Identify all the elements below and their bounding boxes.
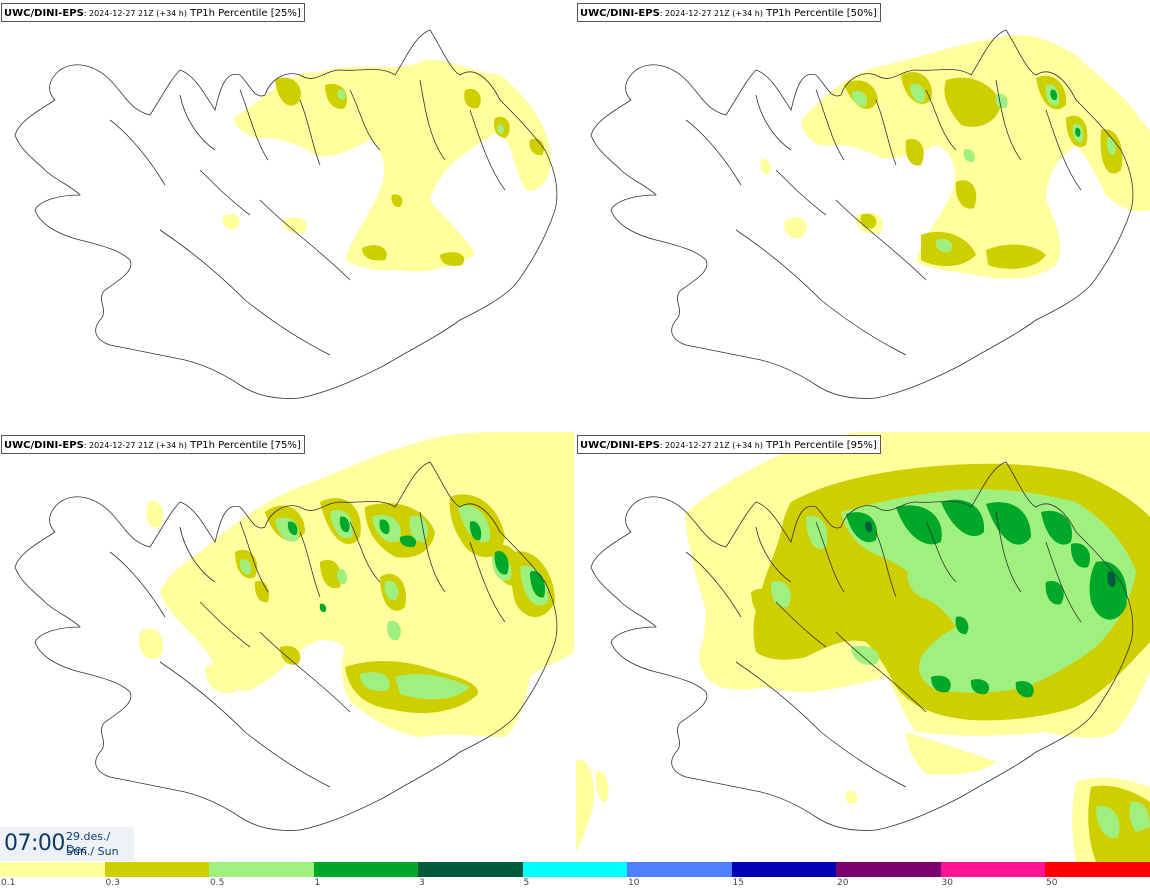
map-p50 [590, 29, 1150, 399]
colorbar-label: 10 [628, 878, 640, 888]
valid-time: 07:00 [4, 831, 65, 856]
map-panel-p50: UWC/DINI-EPS: 2024-12-27 21Z (+34 h) TP1… [576, 0, 1150, 430]
colorbar-label: 20 [837, 878, 849, 888]
panel-variable: TP1h Percentile [75%] [186, 440, 301, 451]
iceland-outline-p75 [14, 461, 558, 831]
panel-model: UWC/DINI-EPS [580, 8, 660, 19]
panel-title-p75: UWC/DINI-EPS: 2024-12-27 21Z (+34 h) TP1… [1, 435, 305, 454]
map-panel-p95: UWC/DINI-EPS: 2024-12-27 21Z (+34 h) TP1… [576, 432, 1150, 862]
panel-divider-horizontal [0, 430, 1150, 432]
colorbar-segment [0, 862, 105, 877]
panel-run: : 2024-12-27 21Z (+34 h) [83, 9, 187, 18]
precip-p75 [138, 432, 574, 737]
map-p95 [576, 432, 1150, 862]
colorbar-label: 30 [941, 878, 953, 888]
panel-model: UWC/DINI-EPS [580, 440, 660, 451]
precip-p95 [576, 432, 1150, 862]
colorbar-segment [104, 862, 210, 877]
panel-title-p50: UWC/DINI-EPS: 2024-12-27 21Z (+34 h) TP1… [577, 3, 881, 22]
colorbar-label: 0.5 [210, 878, 225, 888]
map-p25 [14, 29, 558, 399]
panel-variable: TP1h Percentile [50%] [762, 8, 877, 19]
colorbar-label: 0.3 [105, 878, 120, 888]
panel-run: : 2024-12-27 21Z (+34 h) [659, 441, 763, 450]
panel-run: : 2024-12-27 21Z (+34 h) [659, 9, 763, 18]
valid-weekday: Sun./ Sun [66, 845, 119, 858]
precip-p25 [222, 59, 551, 272]
panel-run: : 2024-12-27 21Z (+34 h) [83, 441, 187, 450]
map-panel-p75: UWC/DINI-EPS: 2024-12-27 21Z (+34 h) TP1… [0, 432, 574, 862]
map-panel-p25: UWC/DINI-EPS: 2024-12-27 21Z (+34 h) TP1… [0, 0, 574, 430]
colorbar-segment [940, 862, 1046, 877]
precip-p50 [760, 35, 1150, 279]
colorbar-segment [1045, 862, 1150, 877]
colorbar-segment [627, 862, 732, 877]
colorbar [0, 862, 1150, 877]
colorbar-label: 15 [732, 878, 744, 888]
panel-model: UWC/DINI-EPS [4, 440, 84, 451]
panel-variable: TP1h Percentile [25%] [186, 8, 301, 19]
colorbar-segment [522, 862, 628, 877]
colorbar-label: 1 [314, 878, 321, 888]
colorbar-segment [418, 862, 523, 877]
colorbar-segment [209, 862, 314, 877]
colorbar-labels: 0.1 0.3 0.5 1 3 5 10 15 20 30 50 [0, 878, 1150, 891]
colorbar-label: 5 [523, 878, 530, 888]
iceland-outline-p25 [14, 29, 558, 399]
iceland-outline-p50 [590, 29, 1134, 399]
panel-model: UWC/DINI-EPS [4, 8, 84, 19]
map-p75 [14, 432, 574, 831]
colorbar-segment [836, 862, 941, 877]
colorbar-label: 50 [1046, 878, 1058, 888]
colorbar-label: 0.1 [1, 878, 16, 888]
valid-time-box: 07:00 29.des./ Dec Sun./ Sun [0, 827, 134, 861]
panel-title-p25: UWC/DINI-EPS: 2024-12-27 21Z (+34 h) TP1… [1, 3, 305, 22]
colorbar-segment [313, 862, 419, 877]
panel-variable: TP1h Percentile [95%] [762, 440, 877, 451]
colorbar-segment [731, 862, 837, 877]
valid-date: 29.des./ Dec [66, 830, 111, 856]
panel-title-p95: UWC/DINI-EPS: 2024-12-27 21Z (+34 h) TP1… [577, 435, 881, 454]
colorbar-label: 3 [419, 878, 425, 888]
iceland-outline-p95 [590, 461, 1134, 831]
